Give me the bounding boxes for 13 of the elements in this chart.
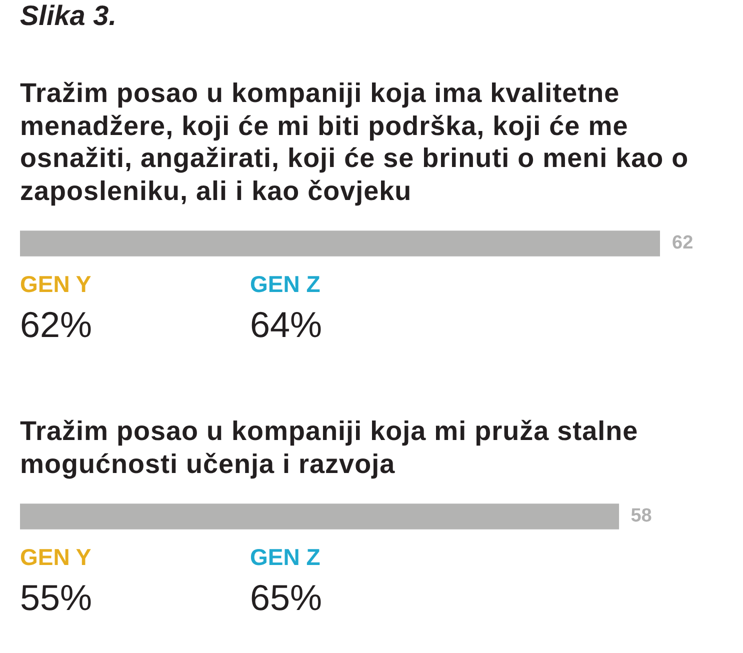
data-label: 62 — [672, 232, 694, 254]
annotation: GEN Z — [250, 271, 322, 297]
annotation: 55% — [20, 577, 94, 618]
annotation: GEN Z — [250, 544, 322, 570]
chart-title: Slika 3. — [20, 0, 117, 32]
annotation: 64% — [250, 304, 324, 345]
y-tick-label: Tražim posao u kompaniji koja ima kvalitetne menadžere, koji će mi biti podrška, koji će me osnažiti, angažirati, koji će se brinuti o meni kao o zaposleniku, ali i kao čovjeku — [20, 77, 690, 207]
annotation: 65% — [250, 577, 324, 618]
annotation: GEN Y — [20, 544, 92, 570]
annotation: GEN Y — [20, 271, 92, 297]
annotation: 62% — [20, 304, 94, 345]
data-label: 58 — [630, 506, 652, 527]
y-tick-label: Tražim posao u kompaniji koja mi pruža stalne mogućnosti učenja i razvoja — [20, 415, 640, 480]
